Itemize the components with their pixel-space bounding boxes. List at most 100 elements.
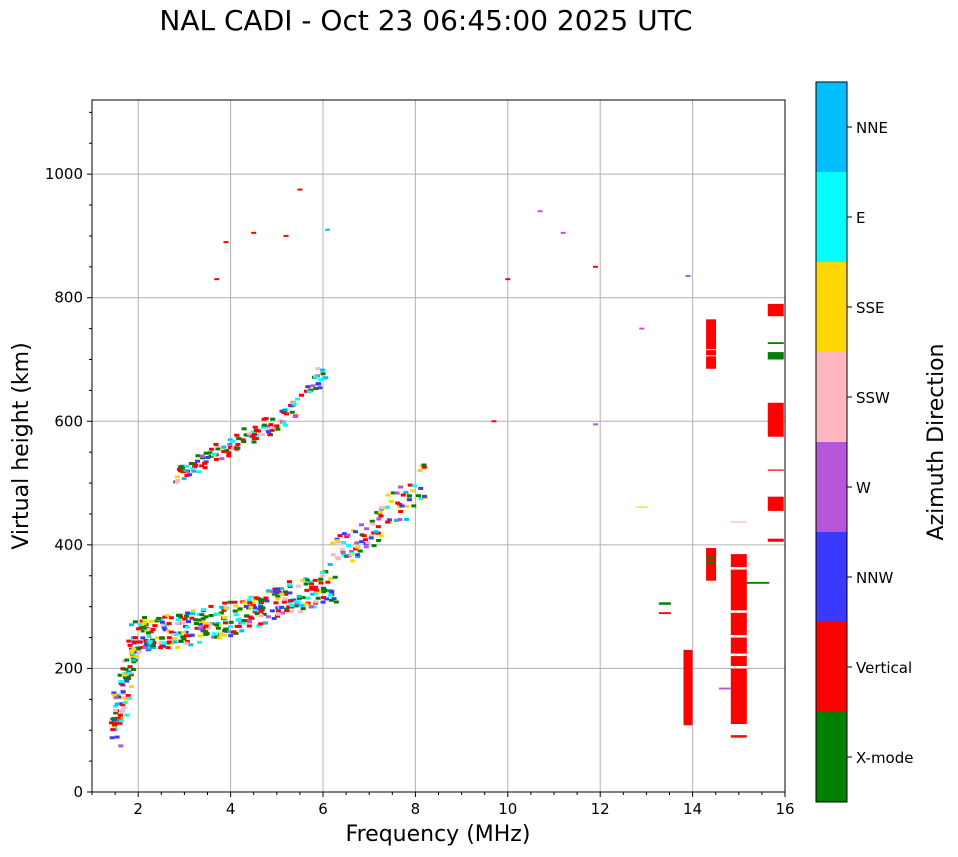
data-point (261, 612, 267, 616)
data-point (150, 644, 156, 648)
data-point (139, 645, 145, 649)
data-point (151, 646, 157, 650)
data-point (112, 709, 118, 713)
data-point (397, 517, 403, 521)
data-point (159, 636, 165, 640)
data-point (329, 590, 335, 594)
data-point (175, 645, 181, 649)
x-tick-label: 16 (775, 800, 794, 818)
data-point (394, 491, 400, 495)
data-point (121, 706, 127, 710)
colorbar-label-w: W (856, 479, 871, 497)
data-point (111, 691, 117, 695)
data-point (378, 514, 384, 518)
data-point (115, 716, 121, 720)
data-point (298, 610, 304, 614)
data-point (146, 627, 152, 631)
data-point (178, 615, 184, 619)
data-point (226, 454, 232, 458)
data-point (233, 613, 239, 617)
data-point (184, 639, 190, 643)
data-point (114, 735, 120, 739)
data-point (171, 633, 177, 637)
data-point (215, 626, 221, 630)
data-point (116, 695, 122, 699)
data-point (260, 425, 266, 429)
data-point (176, 613, 182, 617)
data-point (193, 463, 199, 467)
data-point (303, 389, 309, 393)
data-point (273, 591, 279, 595)
data-point (767, 303, 784, 317)
data-point (113, 711, 119, 715)
data-point (706, 355, 717, 357)
data-point (369, 534, 375, 538)
data-point (312, 578, 318, 582)
data-point (505, 278, 511, 281)
colorbar-swatch (816, 532, 847, 622)
data-point (537, 210, 543, 213)
data-point (253, 437, 259, 441)
data-point (214, 623, 220, 627)
data-point (258, 609, 264, 613)
data-point (706, 348, 717, 351)
data-point (404, 492, 410, 496)
data-point (223, 241, 229, 244)
data-point (275, 594, 281, 598)
data-point (194, 459, 200, 463)
data-point (355, 555, 361, 559)
data-point (202, 461, 208, 465)
data-point (421, 463, 427, 467)
data-point (183, 469, 189, 473)
data-point (120, 703, 126, 707)
data-point (349, 550, 355, 554)
data-point (230, 447, 236, 451)
data-point (142, 619, 148, 623)
data-point (131, 660, 137, 664)
data-point (228, 634, 234, 638)
data-point (300, 603, 306, 607)
data-point (287, 591, 293, 595)
data-point (132, 620, 138, 624)
data-point (410, 489, 416, 493)
data-point (251, 604, 257, 608)
x-tick-label: 14 (683, 800, 702, 818)
data-point (325, 228, 331, 231)
data-point (200, 629, 206, 633)
data-point (287, 583, 293, 587)
data-point (235, 446, 241, 450)
data-point (319, 574, 325, 578)
data-point (639, 327, 645, 330)
data-point (355, 553, 361, 557)
axis-ticks: 2 4 6 8 10 12 14 16 0 200 400 600 800 1000 (45, 111, 795, 818)
data-point (363, 545, 369, 549)
data-point (313, 387, 319, 391)
data-point (192, 465, 198, 469)
data-point (215, 447, 221, 451)
data-point (329, 598, 335, 602)
data-point (140, 626, 146, 630)
data-point (118, 719, 124, 723)
data-point (175, 617, 181, 621)
data-point (350, 559, 356, 563)
data-point (251, 440, 257, 444)
data-point (132, 636, 138, 640)
data-point (330, 553, 336, 557)
data-point (341, 553, 347, 557)
data-point (376, 538, 382, 542)
data-point (185, 625, 191, 629)
data-point (227, 446, 233, 450)
data-point (274, 587, 280, 591)
data-point (120, 690, 126, 694)
data-point (177, 467, 183, 471)
data-point (309, 587, 315, 591)
data-point (400, 493, 406, 497)
data-point (635, 506, 648, 508)
data-point (161, 626, 167, 630)
data-point (180, 635, 186, 639)
data-point (137, 640, 143, 644)
data-point (730, 610, 747, 613)
data-point (214, 635, 220, 639)
data-point (121, 673, 127, 677)
data-point (767, 496, 784, 511)
